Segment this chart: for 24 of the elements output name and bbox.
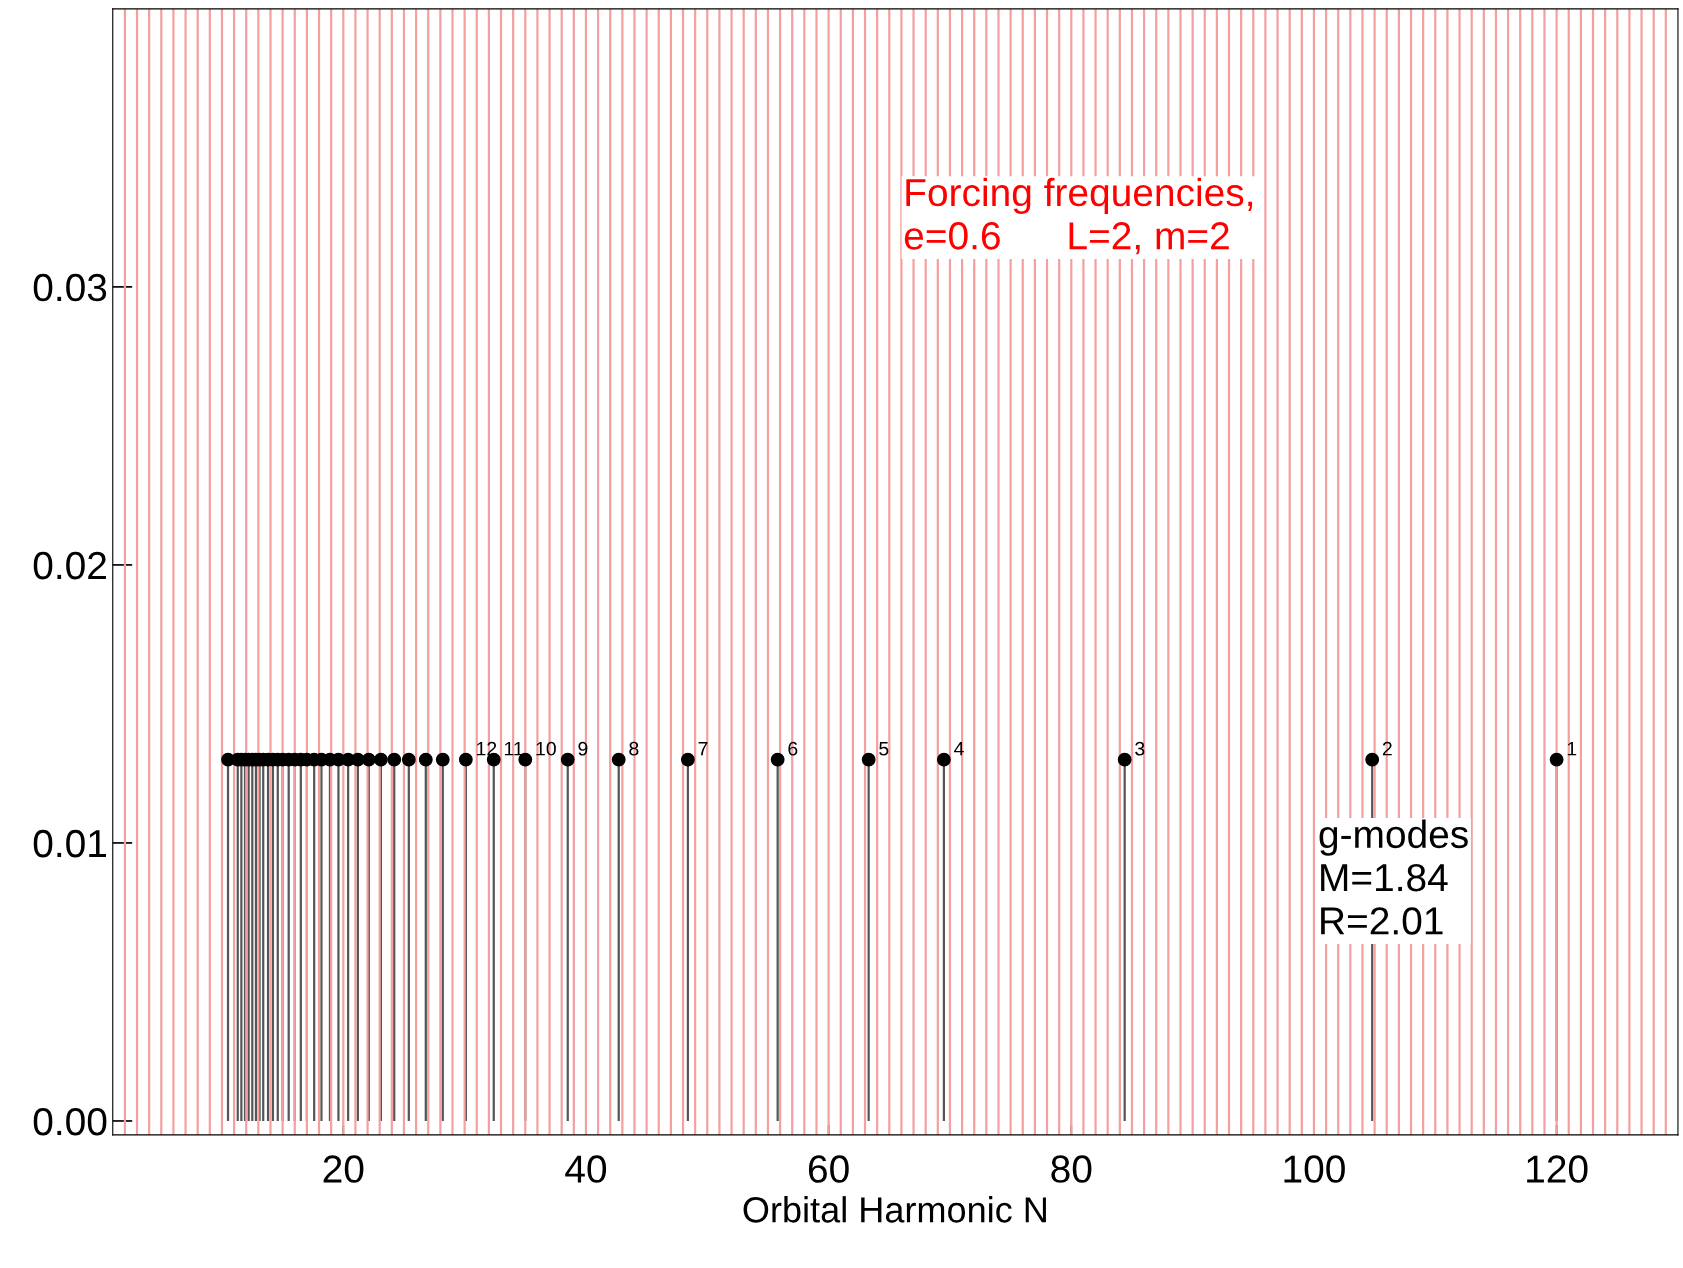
x-axis-title: Orbital Harmonic N	[743, 1196, 1046, 1223]
x-tick-label: 60	[808, 1155, 849, 1183]
annotation: g-modes M=1.84 R=2.01	[1319, 819, 1468, 935]
annotation: 9	[578, 741, 588, 756]
x-tick-label: 120	[1527, 1155, 1588, 1183]
x-tick-label: 80	[1051, 1155, 1092, 1183]
y-tick-label: 0.03	[33, 273, 107, 302]
annotation: 7	[698, 741, 708, 756]
x-tick-label: 100	[1284, 1155, 1345, 1183]
y-tick-label: 0.00	[33, 1107, 107, 1136]
annotation: 4	[954, 741, 964, 756]
annotation: 2	[1382, 741, 1392, 756]
annotation: 6	[788, 741, 798, 756]
annotation: 11	[504, 741, 523, 756]
y-tick-label: 0.02	[33, 551, 106, 580]
x-tick-label: 20	[323, 1155, 364, 1183]
annotation: 1	[1567, 741, 1577, 756]
annotation: 8	[629, 741, 639, 756]
x-tick-label: 40	[565, 1155, 607, 1183]
annotation: 5	[879, 741, 889, 756]
annotation: 3	[1135, 741, 1145, 756]
annotation: 10	[536, 741, 556, 756]
y-tick-label: 0.01	[33, 829, 107, 858]
annotation: Forcing frequencies, e=0.6 L=2, m=2	[904, 177, 1253, 255]
